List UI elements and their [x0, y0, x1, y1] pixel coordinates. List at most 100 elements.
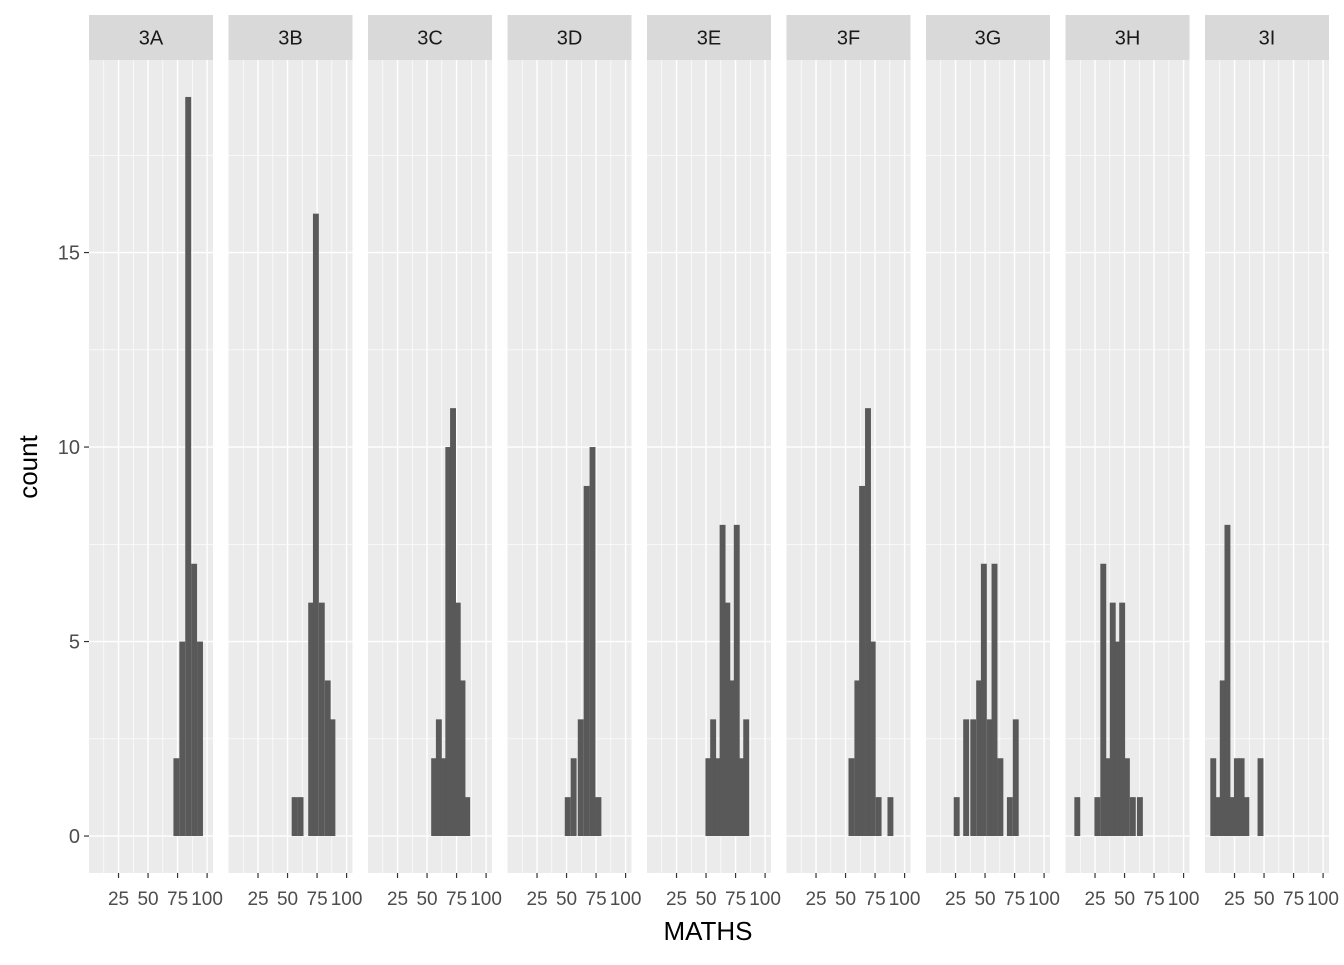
x-tick-label: 75: [167, 889, 188, 910]
x-tick-label: 50: [1253, 889, 1274, 910]
histogram-bar: [738, 758, 745, 837]
x-tick-label: 100: [470, 889, 502, 910]
x-tick-label: 50: [137, 889, 158, 910]
facet-strip: [368, 15, 492, 60]
histogram-bar: [1257, 758, 1264, 837]
x-tick-label: 25: [387, 889, 408, 910]
x-tick-label: 75: [586, 889, 607, 910]
panel-background: [368, 60, 492, 873]
histogram-bar: [976, 680, 983, 837]
histogram-bar: [854, 680, 861, 837]
facet-strip-label: 3H: [1115, 28, 1141, 50]
x-tick-label: 75: [1144, 889, 1165, 910]
y-tick-label: 0: [69, 826, 80, 848]
facet-strip-label: 3I: [1259, 28, 1276, 50]
x-tick-label: 100: [889, 889, 921, 910]
facet-panel-3e: 3E 25 50 75 100: [647, 15, 781, 910]
facet-panel-3i: 3I 25 50 75 100: [1205, 15, 1339, 910]
histogram-bar: [312, 213, 319, 837]
histogram-bar: [179, 641, 186, 837]
histogram-bar: [1215, 797, 1221, 837]
histogram-bar: [1243, 797, 1250, 837]
x-tick-label: 25: [1224, 889, 1245, 910]
facet-panel-3f: 3F 25 50 75 100: [786, 15, 921, 910]
histogram-bar: [1238, 758, 1245, 837]
histogram-bar: [869, 641, 876, 837]
histogram-bar: [710, 719, 717, 837]
x-tick-label: 50: [416, 889, 437, 910]
histogram-bar: [865, 408, 871, 837]
x-tick-label: 25: [945, 889, 966, 910]
histogram-bar: [583, 485, 590, 837]
histogram-bar: [185, 96, 192, 837]
histogram-bar: [875, 797, 882, 837]
histogram-bar: [1224, 524, 1231, 837]
histogram-bar: [997, 758, 1004, 837]
histogram-bar: [564, 797, 571, 837]
x-tick-label: 50: [1114, 889, 1135, 910]
facet-strip: [1205, 15, 1329, 60]
histogram-bar: [1229, 797, 1236, 837]
histogram-bar: [719, 524, 726, 837]
histogram-bar: [173, 758, 180, 837]
y-axis: 0 5 10 15: [58, 243, 89, 848]
x-tick-label: 75: [1004, 889, 1025, 910]
histogram-bar: [464, 797, 471, 837]
y-axis-title: count: [13, 434, 43, 498]
histogram-bar: [1219, 680, 1226, 837]
histogram-bar: [291, 797, 298, 837]
facet-panel-3d: 3D 25 50 75 100: [507, 15, 642, 910]
histogram-bar: [329, 719, 336, 837]
histogram-bar: [1109, 602, 1116, 837]
y-tick-label: 10: [58, 437, 80, 459]
panel-background: [507, 60, 632, 873]
x-tick-label: 50: [556, 889, 577, 910]
histogram-bar: [1094, 797, 1101, 837]
panel-background: [786, 60, 911, 873]
histogram-bar: [431, 758, 438, 837]
facet-panel-3a: 3A 25 50 75 100: [89, 15, 223, 910]
facet-strip-label: 3A: [139, 28, 164, 50]
histogram-bar: [848, 758, 855, 837]
histogram-bar: [743, 719, 750, 837]
x-tick-label: 25: [247, 889, 268, 910]
histogram-bar: [324, 680, 331, 837]
x-tick-label: 100: [1307, 889, 1339, 910]
x-tick-label: 100: [610, 889, 642, 910]
x-tick-label: 75: [725, 889, 746, 910]
histogram-bar: [714, 758, 721, 837]
histogram-bar: [859, 485, 866, 837]
histogram-bar: [570, 758, 577, 837]
facet-panel-3b: 3B 25 50 75 100: [228, 15, 362, 910]
histogram-bar: [1210, 758, 1217, 837]
facet-strip: [507, 15, 632, 60]
histogram-bar: [887, 797, 894, 837]
histogram-bar: [197, 641, 203, 837]
histogram-bar: [1119, 602, 1126, 837]
facet-strip: [647, 15, 771, 60]
histogram-bar: [450, 408, 456, 837]
x-tick-label: 100: [749, 889, 781, 910]
histogram-bar: [1136, 797, 1143, 837]
histogram-bar: [595, 797, 602, 837]
x-tick-label: 100: [1028, 889, 1060, 910]
facet-strip-label: 3C: [417, 28, 443, 50]
x-tick-label: 25: [1084, 889, 1105, 910]
histogram-bar: [1129, 797, 1136, 837]
histogram-bar: [297, 797, 304, 837]
facet-panel-3h: 3H 25 50 75 100: [1065, 15, 1199, 910]
facet-panel-3c: 3C 25 50 75 100: [368, 15, 502, 910]
histogram-bar: [454, 602, 461, 837]
histogram-bar: [980, 563, 987, 837]
histogram-bar: [724, 602, 731, 837]
facet-strip-label: 3G: [975, 28, 1002, 50]
histogram-bar: [991, 563, 998, 837]
facet-strip: [1065, 15, 1190, 60]
histogram-bar: [1012, 719, 1019, 837]
histogram-bar: [1114, 641, 1121, 837]
x-tick-label: 100: [191, 889, 223, 910]
histogram-bar: [1074, 797, 1081, 837]
x-tick-label: 25: [108, 889, 129, 910]
facet-strip: [926, 15, 1050, 60]
